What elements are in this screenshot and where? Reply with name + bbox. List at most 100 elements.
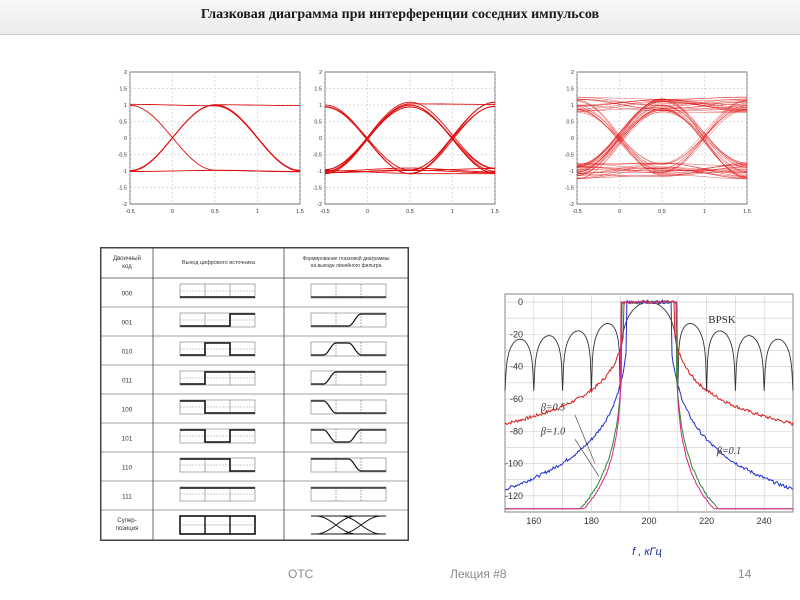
x-tick-label: 180 xyxy=(584,516,599,526)
x-tick-label: 240 xyxy=(757,516,772,526)
eye-trace xyxy=(577,109,748,174)
eye-trace xyxy=(577,99,748,178)
eye-trace xyxy=(577,98,748,173)
superposition-eye xyxy=(340,515,382,535)
x-tick-label: 1 xyxy=(703,209,706,215)
x-tick-label: 0.5 xyxy=(211,209,219,215)
spectrum-series xyxy=(504,299,794,426)
table-row-code: 001 xyxy=(122,320,133,327)
row-label-superposition: Супер- xyxy=(117,518,136,524)
y-tick-label: 0 xyxy=(319,136,322,142)
eye-trace xyxy=(576,100,747,171)
filter-waveform xyxy=(311,429,386,443)
eye-trace xyxy=(129,104,300,172)
x-tick-label: -0.5 xyxy=(320,209,329,215)
y-tick-label: 0 xyxy=(518,297,523,307)
eye-trace xyxy=(577,100,748,174)
x-tick-label: 160 xyxy=(526,516,541,526)
footer-lecture: Лекция #8 xyxy=(450,567,507,581)
filter-cell xyxy=(310,457,387,473)
x-tick-label: 0 xyxy=(618,209,621,215)
y-tick-label: -2 xyxy=(317,202,322,208)
pulse-table: Двоичный код Выход цифрового источника Форм… xyxy=(100,247,409,541)
eye-diagram-1: -0.5 0 0.5 1 1.5 2 1.5 1 0.5 0 -0.5 -1 -1.5 -2 xyxy=(118,70,304,215)
eye-traces xyxy=(324,101,496,175)
y-tick-label: 0.5 xyxy=(566,120,574,126)
eye-trace xyxy=(576,109,747,175)
filter-cell xyxy=(310,341,387,357)
eye-trace xyxy=(576,102,747,166)
eye-trace xyxy=(576,108,748,180)
eye-trace xyxy=(325,106,496,174)
source-waveform xyxy=(180,313,255,327)
eye-trace xyxy=(577,99,748,107)
eye-diagram-2: -0.5 0 0.5 1 1.5 2 1.5 1 0.5 0 -0.5 -1 -1.5 -2 xyxy=(313,70,499,215)
row-label-superposition-2: позиция xyxy=(116,526,139,532)
x-tick-label: 1.5 xyxy=(491,209,499,215)
x-tick-label: -0.5 xyxy=(572,209,581,215)
filter-cell xyxy=(310,428,387,444)
y-tick-label: 0 xyxy=(124,136,127,142)
filter-waveform xyxy=(311,313,386,327)
x-tick-label: 1 xyxy=(451,209,454,215)
y-tick-label: 2 xyxy=(319,70,322,76)
eye-trace xyxy=(577,162,748,177)
source-waveform xyxy=(180,342,255,356)
label-beta-0.1: β=0.1 xyxy=(716,446,741,457)
table-row-code: 101 xyxy=(122,436,133,443)
y-tick-label: -0.5 xyxy=(313,153,322,159)
eye-trace xyxy=(576,109,747,180)
y-tick-label: 1 xyxy=(124,103,127,109)
filter-cell xyxy=(310,312,387,328)
y-tick-label: -100 xyxy=(505,459,523,469)
eye-trace xyxy=(577,107,748,112)
eye-trace xyxy=(576,98,748,179)
y-tick-label: 1 xyxy=(319,103,322,109)
eye-trace xyxy=(576,102,748,172)
y-tick-label: 2 xyxy=(124,70,127,76)
spectrum-series xyxy=(505,300,793,510)
label-beta-0.5: β=0.5 xyxy=(540,402,565,413)
x-tick-label: 1 xyxy=(256,209,259,215)
x-axis-label: f , кГц xyxy=(632,546,662,558)
y-tick-label: -0.5 xyxy=(565,153,574,159)
filter-waveform xyxy=(311,371,386,385)
label-beta-1.0: β=1.0 xyxy=(540,426,565,437)
source-waveform xyxy=(180,458,255,472)
table-row-code: 111 xyxy=(122,494,132,501)
source-waveform xyxy=(180,429,255,443)
x-tick-label: 1.5 xyxy=(743,209,751,215)
eye-trace xyxy=(324,104,496,174)
filter-cell xyxy=(310,486,387,502)
header-eye-form: Формирование глазковой диаграммы xyxy=(303,255,390,262)
footer-course: ОТС xyxy=(288,567,314,581)
y-tick-label: 0 xyxy=(571,136,574,142)
eye-trace xyxy=(576,106,747,172)
y-tick-label: -1 xyxy=(317,169,322,175)
x-tick-label: 0.5 xyxy=(658,209,666,215)
filter-waveform xyxy=(311,458,386,472)
eye-trace xyxy=(576,109,748,168)
eye-trace xyxy=(577,97,748,173)
eye-traces xyxy=(129,103,301,173)
table-row-code: 010 xyxy=(122,349,133,356)
y-tick-label: -20 xyxy=(510,329,523,339)
header-eye-form-2: на выходе линейного фильтра xyxy=(311,262,382,269)
filter-cell xyxy=(310,399,387,415)
y-tick-label: -1 xyxy=(569,169,574,175)
x-tick-label: 220 xyxy=(699,516,714,526)
table-row-code: 100 xyxy=(122,407,133,414)
table-row-code: 110 xyxy=(122,465,133,472)
eye-trace xyxy=(577,105,748,172)
y-tick-label: 1.5 xyxy=(566,87,574,93)
y-tick-label: -0.5 xyxy=(118,153,127,159)
x-tick-label: -0.5 xyxy=(125,209,134,215)
label-bpsk: BPSK xyxy=(708,314,736,326)
y-tick-label: -2 xyxy=(122,202,127,208)
superposition-eye xyxy=(315,515,357,535)
eye-trace xyxy=(576,111,747,168)
eye-diagram-3: -0.5 0 0.5 1 1.5 2 1.5 1 0.5 0 -0.5 -1 -1.5 -2 xyxy=(565,70,751,215)
eye-trace xyxy=(325,167,495,173)
y-tick-label: -2 xyxy=(569,202,574,208)
filter-waveform xyxy=(311,342,386,356)
